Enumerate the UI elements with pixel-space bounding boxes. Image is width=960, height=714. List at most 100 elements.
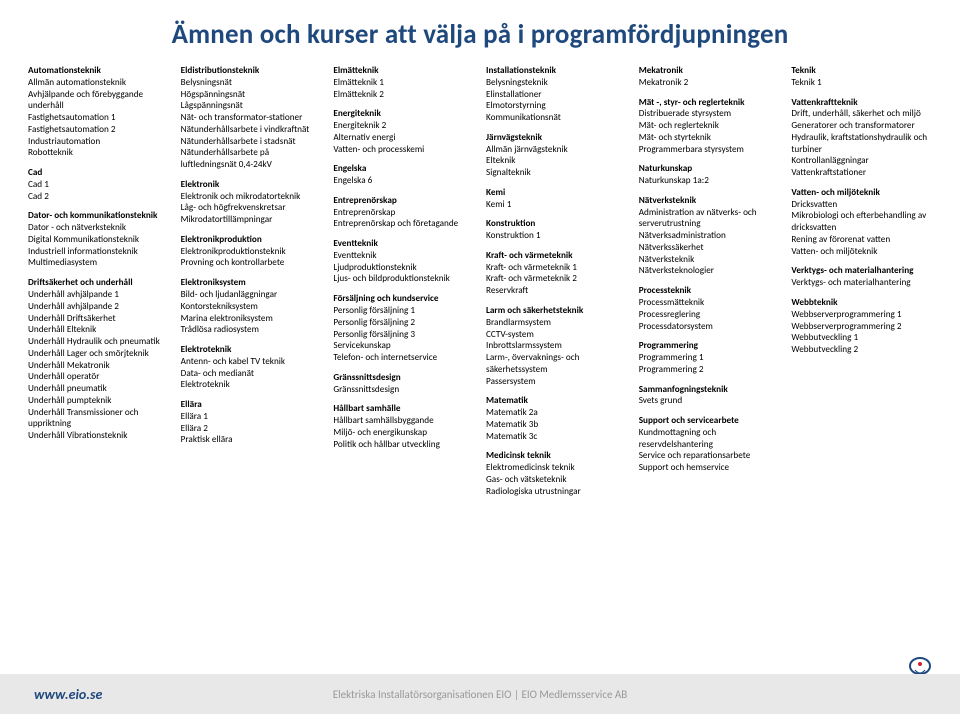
course-item: Nätunderhållsarbete i vindkraftnät xyxy=(181,124,322,136)
course-item: Cad 1 xyxy=(28,179,169,191)
subject-title: Vatten- och miljöteknik xyxy=(791,187,932,199)
subject-group: Driftsäkerhet och underhållUnderhåll avh… xyxy=(28,277,169,442)
course-item: Naturkunskap 1a:2 xyxy=(639,175,780,187)
course-item: Distribuerade styrsystem xyxy=(639,108,780,120)
course-item: Underhåll pumpteknik xyxy=(28,395,169,407)
course-item: Processreglering xyxy=(639,309,780,321)
course-item: Nätverksteknologier xyxy=(639,265,780,277)
course-item: Vatten- och processkemi xyxy=(333,144,474,156)
course-item: Industriautomation xyxy=(28,136,169,148)
course-item: Kontrollanläggningar xyxy=(791,155,932,167)
column: InstallationsteknikBelysningsteknikElins… xyxy=(486,65,627,506)
subject-group: ProgrammeringProgrammering 1Programmerin… xyxy=(639,340,780,375)
subject-title: Engelska xyxy=(333,163,474,175)
course-item: Drift, underhåll, säkerhet och miljö xyxy=(791,108,932,120)
course-item: Lågspänningsnät xyxy=(181,100,322,112)
course-item: Webbutveckling 1 xyxy=(791,332,932,344)
subject-title: Elmätteknik xyxy=(333,65,474,77)
subject-title: Naturkunskap xyxy=(639,163,780,175)
course-item: Underhåll avhjälpande 1 xyxy=(28,289,169,301)
course-item: Nätunderhållsarbete på luftledningsnät 0… xyxy=(181,147,322,171)
course-item: Telefon- och internetservice xyxy=(333,352,474,364)
subject-title: Medicinsk teknik xyxy=(486,450,627,462)
column: TeknikTeknik 1VattenkraftteknikDrift, un… xyxy=(791,65,932,506)
course-item: Mikrobiologi och efterbehandling av dric… xyxy=(791,210,932,234)
course-item: Dricksvatten xyxy=(791,199,932,211)
course-item: Personlig försäljning 2 xyxy=(333,317,474,329)
subject-title: Järnvägsteknik xyxy=(486,132,627,144)
subject-title: Automationsteknik xyxy=(28,65,169,77)
course-item: Elteknik xyxy=(486,155,627,167)
course-item: Nätverksteknik xyxy=(639,254,780,266)
columns-container: AutomationsteknikAllmän automationstekni… xyxy=(28,65,932,506)
subject-group: MatematikMatematik 2aMatematik 3bMatemat… xyxy=(486,395,627,442)
course-item: Larm-, övervaknings- och säkerhetssystem xyxy=(486,352,627,376)
page-title: Ämnen och kurser att välja på i programf… xyxy=(28,18,932,51)
course-item: Servicekunskap xyxy=(333,340,474,352)
course-item: Belysningsnät xyxy=(181,77,322,89)
course-item: Svets grund xyxy=(639,395,780,407)
subject-title: Programmering xyxy=(639,340,780,352)
course-item: Praktisk ellära xyxy=(181,434,322,446)
subject-group: ElläraEllära 1Ellära 2Praktisk ellära xyxy=(181,399,322,446)
subject-group: EntreprenörskapEntreprenörskapEntreprenö… xyxy=(333,195,474,230)
course-item: Kraft- och värmeteknik 2 xyxy=(486,273,627,285)
course-item: Miljö- och energikunskap xyxy=(333,427,474,439)
subject-group: EngelskaEngelska 6 xyxy=(333,163,474,187)
subject-group: InstallationsteknikBelysningsteknikElins… xyxy=(486,65,627,124)
course-item: Elektromedicinsk teknik xyxy=(486,462,627,474)
course-item: Trådlösa radiosystem xyxy=(181,324,322,336)
course-item: Kommunikationsnät xyxy=(486,112,627,124)
course-item: Underhåll Vibrationsteknik xyxy=(28,430,169,442)
course-item: Belysningsteknik xyxy=(486,77,627,89)
subject-title: Energiteknik xyxy=(333,108,474,120)
subject-group: MekatronikMekatronik 2 xyxy=(639,65,780,89)
subject-group: Verktygs- och materialhanteringVerktygs-… xyxy=(791,265,932,289)
course-item: Fastighetsautomation 2 xyxy=(28,124,169,136)
subject-title: Webbteknik xyxy=(791,297,932,309)
subject-group: EldistributionsteknikBelysningsnätHögspä… xyxy=(181,65,322,171)
course-item: Nätverkssäkerhet xyxy=(639,242,780,254)
subject-title: Försäljning och kundservice xyxy=(333,293,474,305)
subject-title: Verktygs- och materialhantering xyxy=(791,265,932,277)
subject-title: Eldistributionsteknik xyxy=(181,65,322,77)
column: ElmätteknikElmätteknik 1Elmätteknik 2 Ene… xyxy=(333,65,474,506)
subject-title: Konstruktion xyxy=(486,218,627,230)
course-item: Programmering 2 xyxy=(639,364,780,376)
course-item: Dator - och nätverksteknik xyxy=(28,222,169,234)
subject-group: Hållbart samhälleHållbart samhällsbyggan… xyxy=(333,403,474,450)
subject-group: EventteknikEventteknikLjudproduktionstek… xyxy=(333,238,474,285)
course-item: Elektronik och mikrodatorteknik xyxy=(181,191,322,203)
course-item: Marina elektroniksystem xyxy=(181,313,322,325)
subject-title: Processteknik xyxy=(639,285,780,297)
subject-title: Dator- och kommunikationsteknik xyxy=(28,210,169,222)
course-item: CCTV-system xyxy=(486,329,627,341)
course-item: Entreprenörskap och företagande xyxy=(333,218,474,230)
course-item: Underhåll operatör xyxy=(28,371,169,383)
course-item: Passersystem xyxy=(486,376,627,388)
course-item: Hydraulik, kraftstationshydraulik och tu… xyxy=(791,132,932,156)
course-item: Elmätteknik 1 xyxy=(333,77,474,89)
subject-title: Matematik xyxy=(486,395,627,407)
course-item: Rening av förorenat vatten xyxy=(791,234,932,246)
course-item: Reservkraft xyxy=(486,285,627,297)
subject-title: Driftsäkerhet och underhåll xyxy=(28,277,169,289)
course-item: Administration av nätverks- och serverut… xyxy=(639,207,780,231)
course-item: Vatten- och miljöteknik xyxy=(791,246,932,258)
footer-left: www.eio.se xyxy=(14,686,102,703)
subject-title: Cad xyxy=(28,167,169,179)
course-item: Inbrottslarmssystem xyxy=(486,340,627,352)
subject-title: Installationsteknik xyxy=(486,65,627,77)
subject-group: KonstruktionKonstruktion 1 xyxy=(486,218,627,242)
subject-group: ElmätteknikElmätteknik 1Elmätteknik 2 xyxy=(333,65,474,100)
course-item: Fastighetsautomation 1 xyxy=(28,112,169,124)
course-item: Underhåll Elteknik xyxy=(28,324,169,336)
course-item: Webbserverprogrammering 2 xyxy=(791,321,932,333)
course-item: Verktygs- och materialhantering xyxy=(791,277,932,289)
subject-title: Eventteknik xyxy=(333,238,474,250)
course-item: Engelska 6 xyxy=(333,175,474,187)
subject-group: ElektroteknikAntenn- och kabel TV teknik… xyxy=(181,344,322,391)
course-item: Programmerbara styrsystem xyxy=(639,144,780,156)
course-item: Bild- och ljudanläggningar xyxy=(181,289,322,301)
course-item: Underhåll Driftsäkerhet xyxy=(28,313,169,325)
